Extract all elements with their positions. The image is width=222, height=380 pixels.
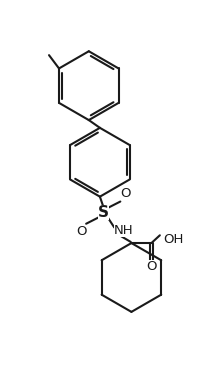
Text: OH: OH — [163, 233, 183, 245]
Text: O: O — [76, 225, 86, 238]
Text: O: O — [146, 260, 157, 273]
Text: S: S — [98, 205, 109, 220]
Text: NH: NH — [114, 224, 133, 238]
Text: O: O — [120, 187, 131, 201]
